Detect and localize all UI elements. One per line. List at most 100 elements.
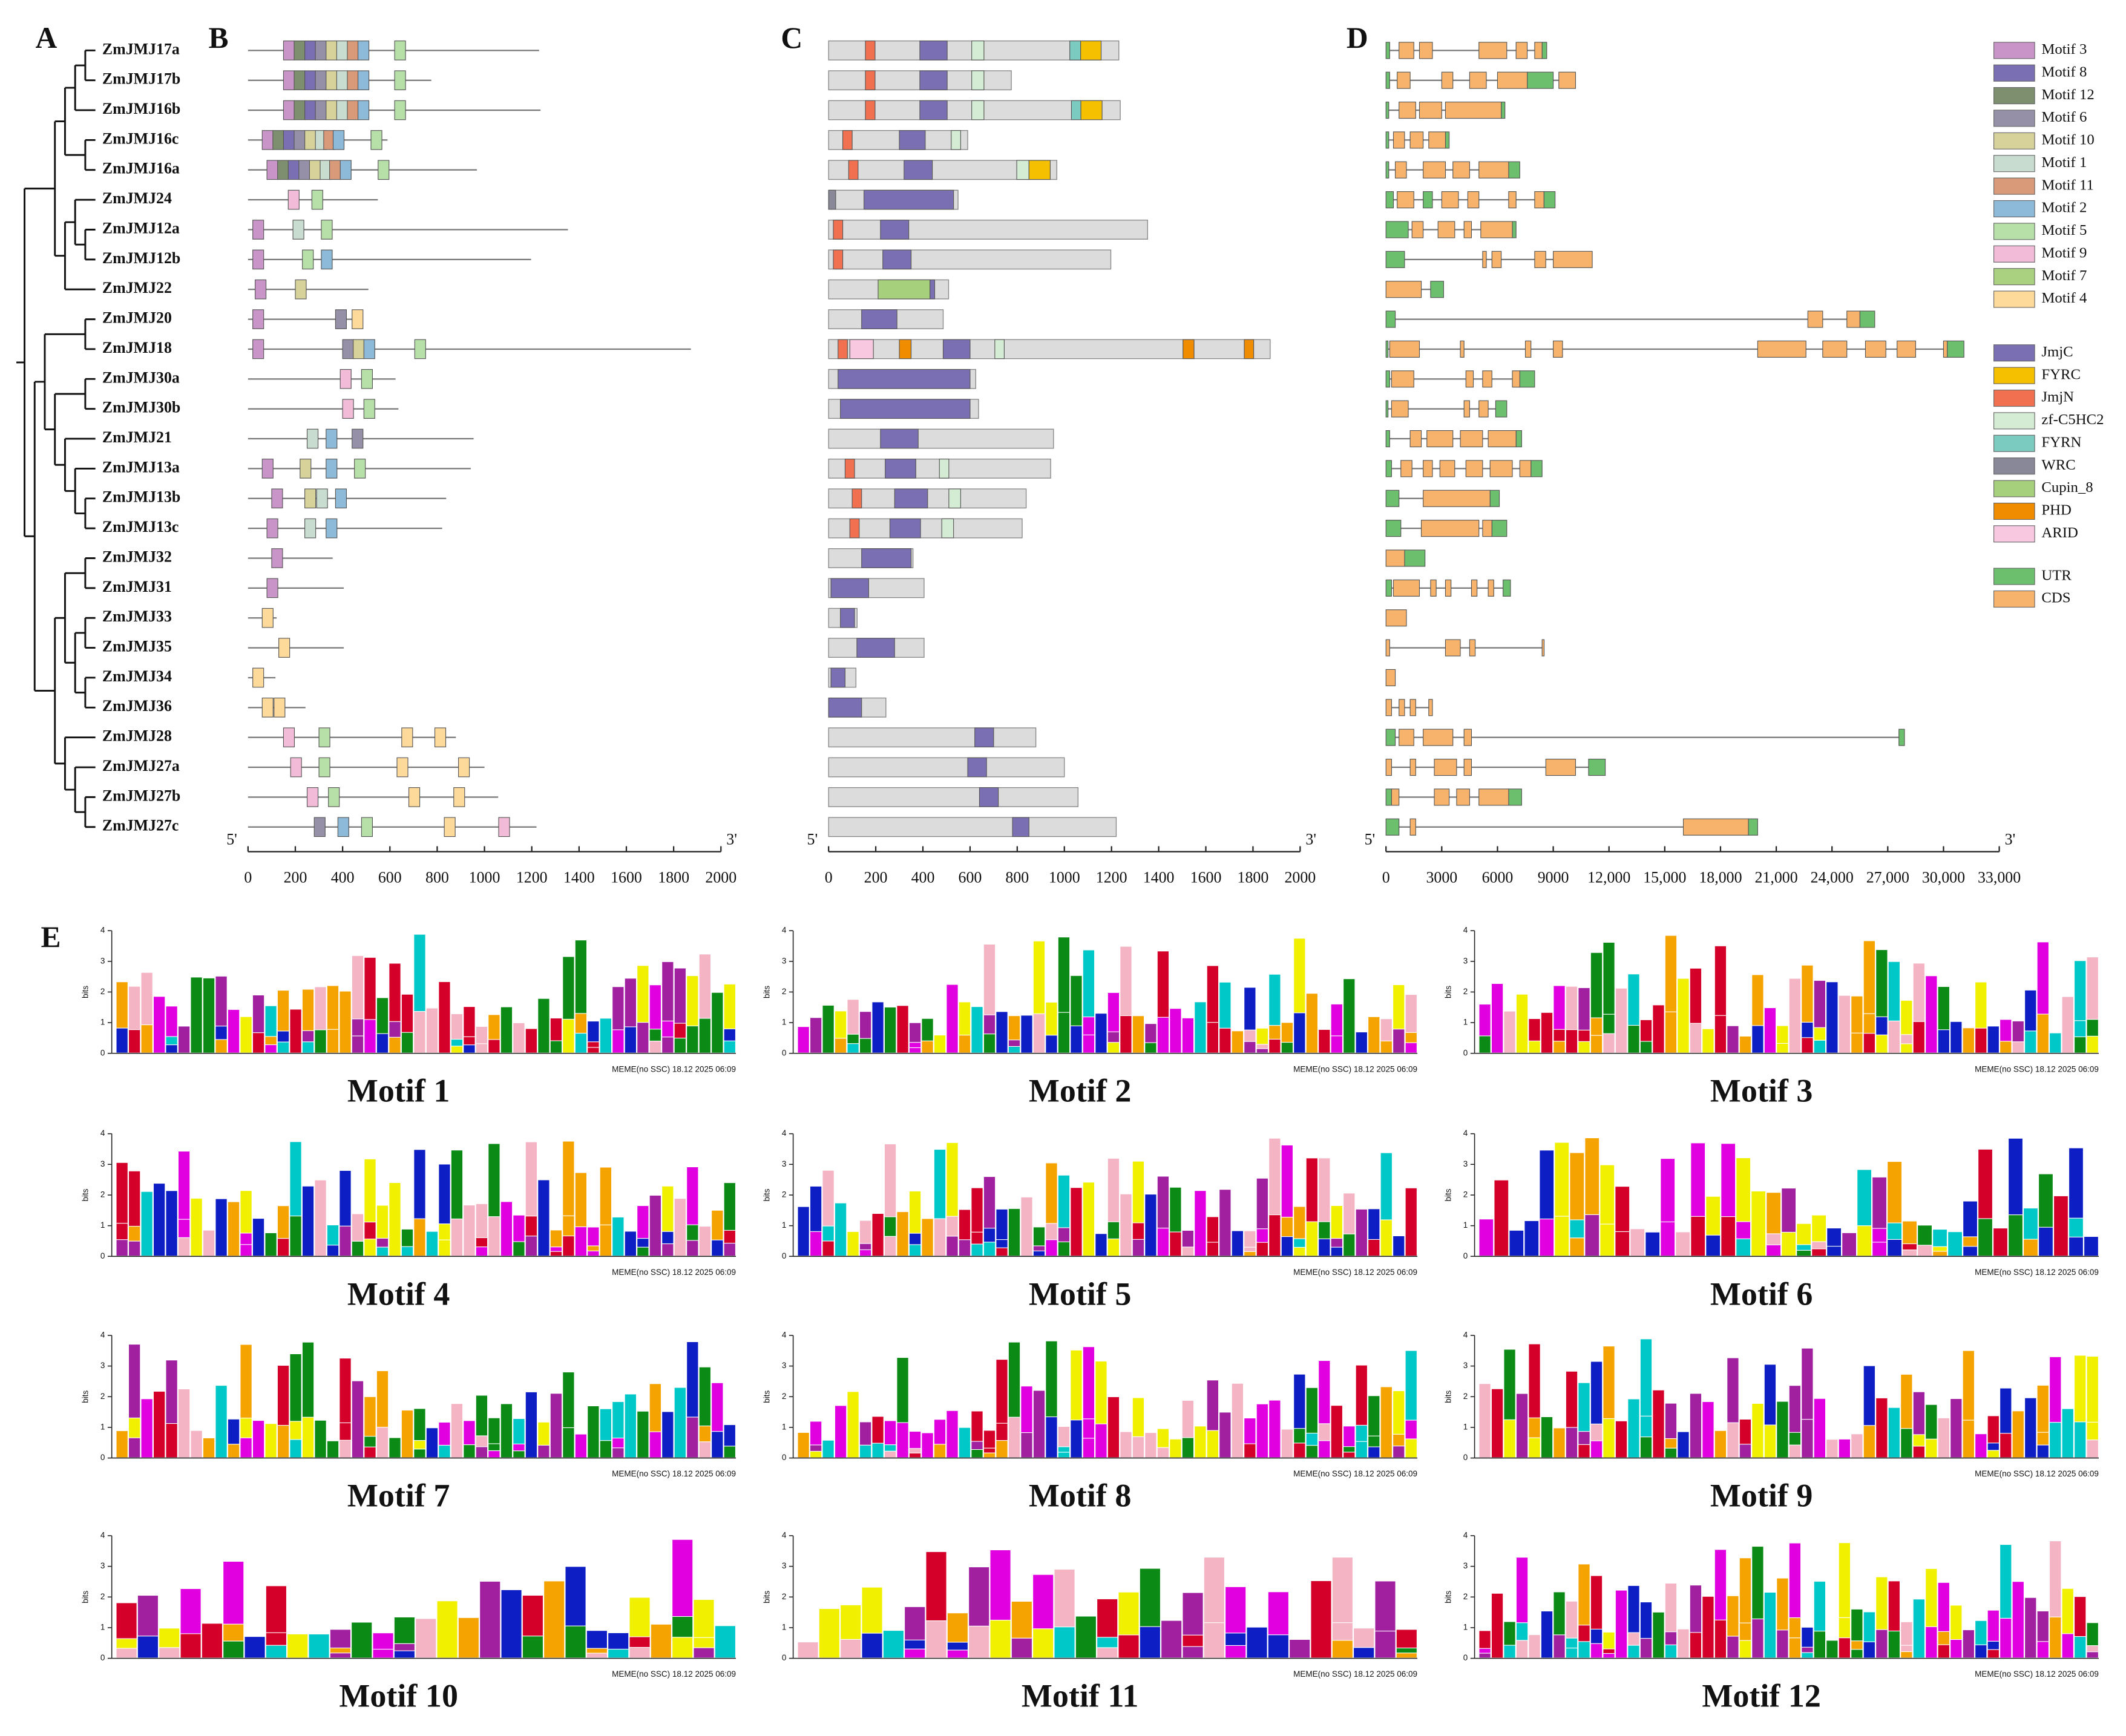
logo-tick-label: 2 — [782, 987, 787, 996]
logo-letter — [525, 1392, 537, 1458]
motif-box — [294, 70, 306, 91]
logo-letter — [1752, 1026, 1763, 1053]
cds-block — [1463, 729, 1472, 746]
logo-letter — [884, 1144, 896, 1217]
logo-letter — [1640, 1339, 1652, 1416]
logo-letter — [1665, 1012, 1677, 1053]
legend-label: Motif 8 — [2041, 64, 2087, 80]
logo-letter — [662, 1244, 674, 1256]
cds-block — [1411, 221, 1424, 238]
utr-block — [1495, 400, 1508, 418]
motif-box — [266, 578, 278, 598]
logo-letter — [1628, 1585, 1639, 1633]
logo-letter — [2050, 1423, 2061, 1458]
logo-letter — [215, 1026, 227, 1040]
cds-block — [1478, 788, 1509, 806]
legend-swatch — [1993, 223, 2035, 240]
logo-letter — [1183, 1646, 1203, 1658]
motif-box — [361, 369, 373, 389]
logo-letter — [1294, 1239, 1305, 1247]
logo-letter — [500, 1202, 513, 1256]
cds-block — [1456, 788, 1470, 806]
logo-letter — [1777, 1578, 1788, 1630]
domain — [861, 309, 897, 329]
logo-letter — [1752, 1619, 1763, 1658]
logo-letter — [649, 1029, 661, 1041]
logo-letter — [159, 1648, 180, 1658]
motif-box — [458, 757, 470, 778]
cds-block — [1391, 400, 1409, 418]
logo-letter — [1851, 1033, 1863, 1053]
motif-box — [271, 548, 283, 568]
logo-letter — [1764, 1593, 1776, 1658]
motif-box — [336, 41, 348, 61]
tick-label: 400 — [331, 868, 355, 886]
cds-block — [1846, 310, 1860, 328]
logo-letter — [1157, 1447, 1169, 1458]
logo-letter — [1479, 1653, 1491, 1658]
tick-label: 400 — [911, 868, 935, 886]
logo-letter — [1375, 1631, 1396, 1658]
motif-box — [315, 100, 327, 120]
logo-letter — [538, 1180, 550, 1256]
legend-swatch — [1993, 344, 2035, 362]
cds-block — [1491, 251, 1502, 268]
logo-letter — [1978, 1219, 1992, 1256]
logo-letter — [1331, 1406, 1342, 1458]
logo-letter — [1097, 1599, 1118, 1637]
utr-block — [1519, 370, 1535, 388]
logo-letter — [1987, 1610, 1999, 1641]
motif-box — [357, 70, 370, 91]
logo-letter — [1219, 1028, 1231, 1053]
logo-letter — [1021, 1386, 1032, 1433]
domain — [1071, 100, 1081, 120]
logo-letter — [575, 1173, 587, 1227]
legend-swatch — [1993, 457, 2035, 475]
logo-letter — [884, 1451, 896, 1458]
logo-letter — [2069, 1237, 2083, 1256]
logo-letter — [1332, 1640, 1353, 1658]
logo-letter — [859, 1422, 871, 1445]
cds-block — [1419, 101, 1442, 119]
logo-letter — [563, 957, 574, 1019]
cds-block — [1423, 729, 1454, 746]
cds-block — [1519, 460, 1532, 477]
logo-letter — [922, 1433, 933, 1458]
logo-letter — [1145, 1194, 1157, 1256]
logo-title: Motif 10 — [339, 1678, 458, 1714]
cds-block — [1439, 460, 1455, 477]
logo-tick-label: 1 — [782, 1018, 787, 1027]
logo-letter — [1504, 1011, 1515, 1053]
domain — [838, 339, 848, 359]
legend-label: Motif 4 — [2041, 290, 2087, 306]
motif-box — [252, 249, 264, 270]
logo-letter — [629, 1597, 650, 1637]
logo-letter — [1690, 968, 1702, 1023]
logo-letter — [1354, 1628, 1374, 1648]
cds-block — [1400, 460, 1412, 477]
tick-label: 30,000 — [1922, 868, 1965, 886]
legend-label: FYRN — [2041, 434, 2081, 450]
logo-letter — [1987, 1641, 1999, 1649]
logo-letter — [1294, 1013, 1305, 1053]
logo-tick-label: 2 — [782, 1190, 787, 1199]
logo-letter — [1107, 1158, 1120, 1222]
logo-letter — [1396, 1653, 1417, 1658]
motif-box — [287, 189, 300, 210]
cds-block — [1445, 579, 1452, 597]
logo-letter — [2069, 1148, 2083, 1218]
logo-letter — [1331, 1239, 1342, 1247]
logo-letter — [340, 1423, 351, 1440]
motif-box — [340, 160, 352, 180]
logo-title: Motif 8 — [1029, 1478, 1132, 1514]
logo-tick-label: 1 — [1463, 1422, 1468, 1431]
logo-letter — [612, 1438, 624, 1448]
logo-letter — [401, 1410, 413, 1458]
logo-letter — [180, 1589, 201, 1634]
logo-letter — [1888, 1021, 1900, 1053]
legend-swatch — [1993, 268, 2035, 286]
legend-swatch — [1993, 434, 2035, 452]
logo-letter — [1256, 1229, 1268, 1242]
logo-letter — [240, 1345, 252, 1418]
logo-letter — [2009, 1215, 2023, 1256]
